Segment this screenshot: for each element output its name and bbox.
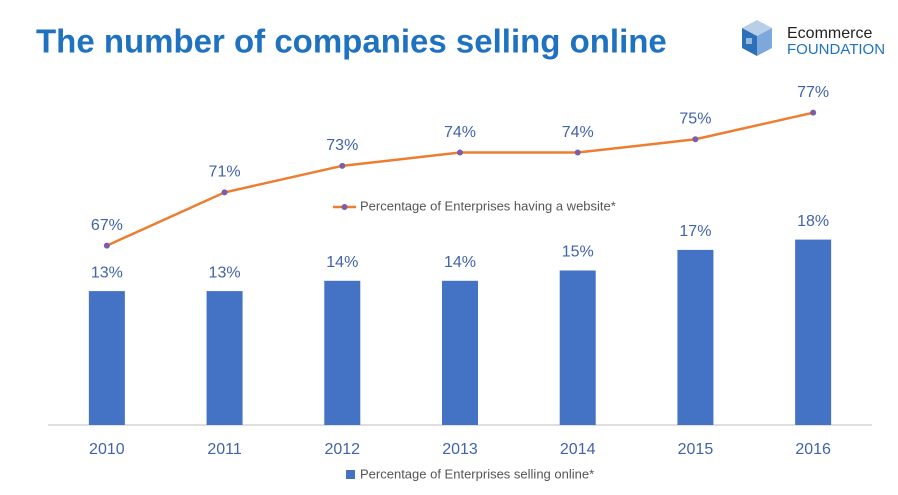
bar (206, 291, 243, 425)
bar (677, 249, 714, 425)
legend-swatch (346, 470, 355, 479)
data-label: 13% (91, 264, 123, 281)
x-tick-label: 2016 (795, 441, 831, 458)
marker (103, 242, 110, 249)
data-label: 15% (562, 244, 594, 261)
x-tick-label: 2015 (678, 441, 714, 458)
marker (574, 149, 581, 156)
x-tick-label: 2012 (324, 441, 360, 458)
data-label: 67% (91, 217, 123, 234)
data-label: 71% (209, 164, 241, 181)
data-label: 75% (679, 110, 711, 127)
bar (324, 280, 361, 425)
legend-label: Percentage of Enterprises selling online… (360, 466, 594, 481)
x-tick-label: 2011 (207, 441, 242, 458)
data-label: 14% (326, 254, 358, 271)
brand-line2: FOUNDATION (787, 41, 885, 58)
legend-marker (341, 204, 348, 210)
data-label: 74% (562, 124, 594, 141)
chart-title: The number of companies selling online (36, 23, 667, 60)
marker (810, 109, 817, 116)
marker (339, 162, 346, 169)
x-tick-label: 2013 (442, 441, 478, 458)
bar (88, 291, 125, 425)
data-label: 77% (797, 84, 829, 101)
brand-line1: Ecommerce (787, 25, 872, 42)
data-label: 74% (444, 124, 476, 141)
marker (221, 189, 228, 196)
legend-label: Percentage of Enterprises having a websi… (360, 198, 616, 213)
bar (442, 280, 478, 425)
data-label: 17% (679, 223, 711, 240)
bar (795, 239, 832, 425)
bar (559, 270, 596, 425)
data-label: 18% (797, 213, 829, 230)
x-tick-label: 2010 (89, 441, 125, 458)
logo (742, 20, 772, 56)
marker (692, 136, 699, 143)
marker (457, 149, 463, 156)
data-label: 14% (444, 254, 476, 271)
data-label: 73% (326, 137, 358, 154)
x-tick-label: 2014 (560, 441, 596, 458)
data-label: 13% (209, 264, 241, 281)
